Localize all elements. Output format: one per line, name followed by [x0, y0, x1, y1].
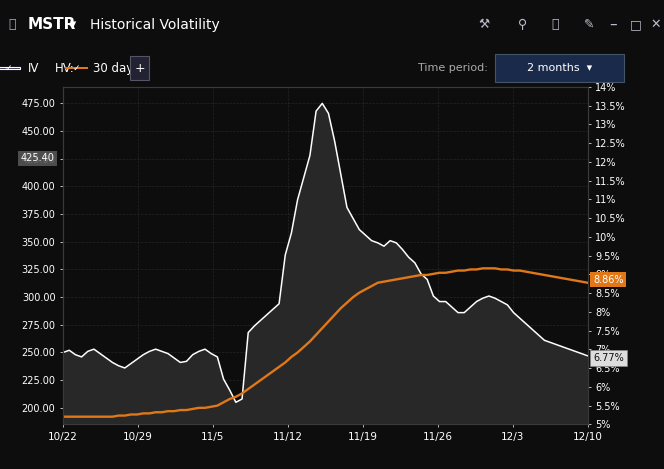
- Text: ✎: ✎: [584, 18, 595, 31]
- Text: Time period:: Time period:: [418, 63, 488, 73]
- Text: ✕: ✕: [651, 18, 661, 31]
- FancyBboxPatch shape: [65, 67, 88, 69]
- Text: ⚲: ⚲: [518, 18, 527, 31]
- Text: □: □: [629, 18, 641, 31]
- Text: +: +: [134, 61, 145, 75]
- FancyBboxPatch shape: [495, 54, 624, 82]
- Text: –: –: [609, 17, 616, 32]
- FancyBboxPatch shape: [0, 67, 20, 69]
- Text: 8.86%: 8.86%: [593, 275, 623, 285]
- Text: ▾: ▾: [70, 18, 76, 31]
- Text: HV:: HV:: [54, 61, 74, 75]
- Text: 425.40: 425.40: [21, 153, 54, 163]
- Text: Historical Volatility: Historical Volatility: [90, 18, 219, 31]
- Text: IV: IV: [28, 61, 39, 75]
- Text: ✓: ✓: [4, 63, 12, 73]
- Text: ⚒: ⚒: [478, 18, 489, 31]
- Text: ⛓: ⛓: [8, 18, 15, 31]
- FancyBboxPatch shape: [130, 56, 149, 80]
- Text: 30 day: 30 day: [93, 61, 133, 75]
- Text: ⛓: ⛓: [551, 18, 558, 31]
- Text: 6.77%: 6.77%: [593, 353, 624, 363]
- Text: MSTR: MSTR: [28, 17, 76, 32]
- Text: ✓: ✓: [72, 63, 80, 73]
- Text: 2 months  ▾: 2 months ▾: [527, 63, 592, 73]
